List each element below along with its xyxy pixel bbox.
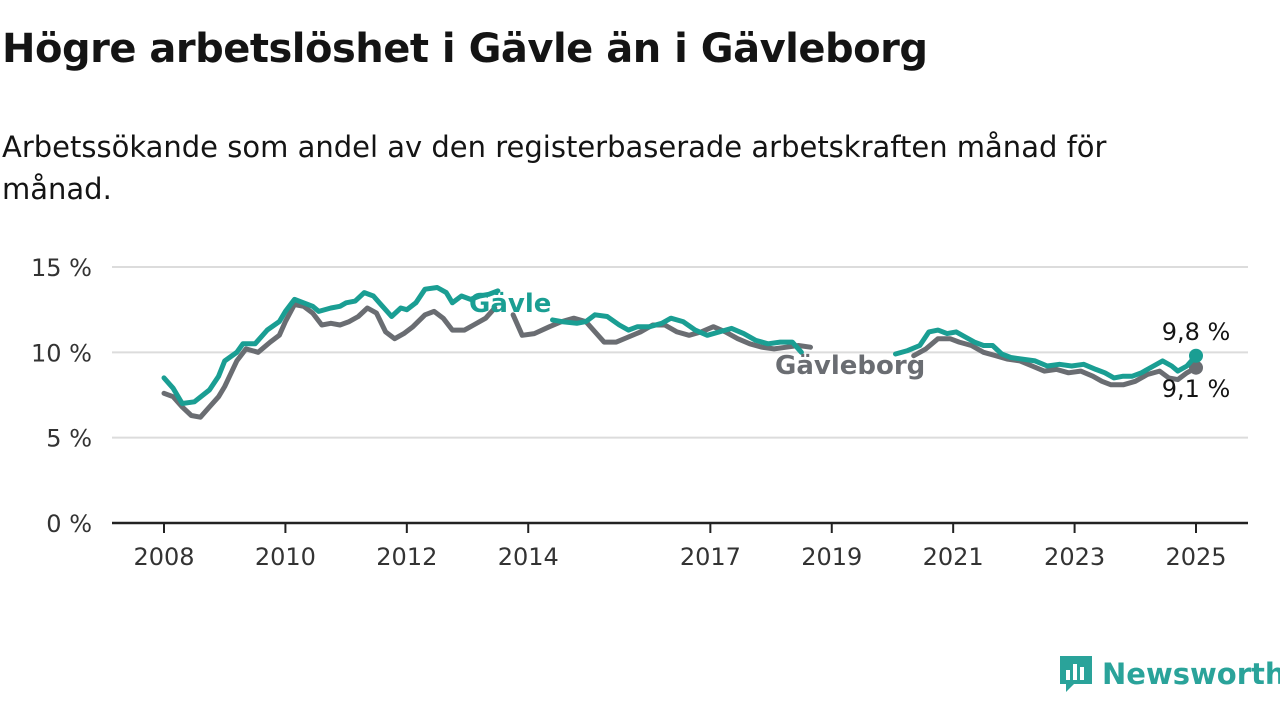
grid-lines <box>112 266 1248 439</box>
x-tick-label: 2014 <box>498 543 559 571</box>
x-axis: 2008 2010 2012 2014 2017 2019 2021 2023 2025 <box>112 521 1248 571</box>
series-lines <box>161 285 1203 420</box>
end-point-gavleborg <box>1189 360 1203 375</box>
series-line-gavleborg <box>911 336 1199 388</box>
series-line-gavle <box>893 327 1199 381</box>
chart-title: Högre arbetslöshet i Gävle än i Gävlebor… <box>2 26 928 72</box>
x-tick-label: 2019 <box>801 543 862 571</box>
end-point-gavle <box>1189 348 1203 363</box>
series-line-gavle <box>161 285 501 406</box>
end-label-gavle: 9,8 % <box>1162 318 1231 346</box>
series-label-gavle: Gävle <box>469 289 551 319</box>
x-tick-label: 2021 <box>923 543 984 571</box>
series-line-gavleborg <box>161 302 498 420</box>
y-axis-ticks: 0 % 5 % 10 % 15 % <box>31 254 92 538</box>
newsworthy-logo: Newsworthy <box>1058 654 1280 694</box>
series-line-gavle <box>550 312 804 355</box>
x-tick-label: 2010 <box>255 543 316 571</box>
x-tick-label: 2025 <box>1165 543 1226 571</box>
x-tick-label: 2023 <box>1044 543 1105 571</box>
x-tick-label: 2012 <box>376 543 437 571</box>
series-label-gavleborg: Gävleborg <box>775 351 925 381</box>
brand-name: Newsworthy <box>1102 657 1280 691</box>
y-tick-label: 5 % <box>46 425 92 453</box>
x-tick-label: 2017 <box>680 543 741 571</box>
series-labels: Gävle Gävleborg 9,8 % 9,1 % <box>469 289 1230 403</box>
y-tick-label: 0 % <box>46 510 92 538</box>
chart-subtitle: Arbetssökande som andel av den registerb… <box>2 130 1107 206</box>
end-label-gavleborg: 9,1 % <box>1162 375 1231 403</box>
newsworthy-chart-icon <box>1060 656 1092 692</box>
x-tick-label: 2008 <box>133 543 194 571</box>
y-tick-label: 15 % <box>31 254 92 282</box>
y-tick-label: 10 % <box>31 339 92 367</box>
